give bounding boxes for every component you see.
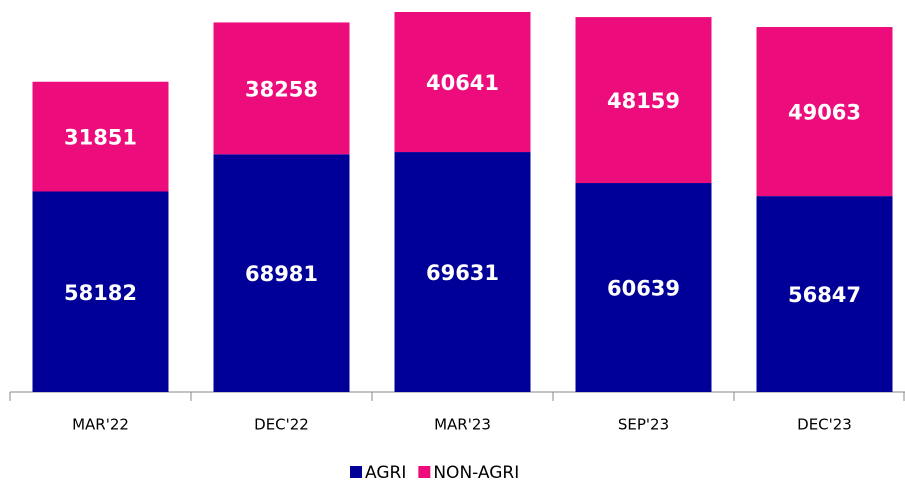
data-label: 40641 [426,71,499,95]
legend-label: NON-AGRI [433,463,519,483]
x-tick-label: SEP'23 [618,416,669,434]
data-label: 49063 [788,101,861,125]
bar-segment [213,22,350,155]
data-label: 31851 [64,126,137,150]
data-label: 56847 [788,283,861,307]
x-tick-label: MAR'22 [72,416,129,434]
bar-segment [575,183,712,392]
legend-label: AGRI [365,463,406,483]
bar-segment [32,81,169,192]
data-label: 68981 [245,262,318,286]
x-tick-label: DEC'23 [797,416,852,434]
x-tick-label: DEC'22 [254,416,309,434]
bar-segment [756,27,893,197]
x-tick-label: MAR'23 [434,416,491,434]
bar-segment [32,191,169,392]
data-label: 38258 [245,77,318,101]
data-label: 69631 [426,261,499,285]
data-label: 60639 [607,277,680,301]
bar-segment [575,17,712,184]
bar-segment [756,196,893,392]
bar-segment [394,12,531,153]
legend-swatch [418,466,431,478]
bar-segment [394,152,531,392]
data-label: 48159 [607,89,680,113]
data-label: 58182 [64,281,137,305]
bar-segment [213,154,350,392]
legend-swatch [350,466,362,478]
